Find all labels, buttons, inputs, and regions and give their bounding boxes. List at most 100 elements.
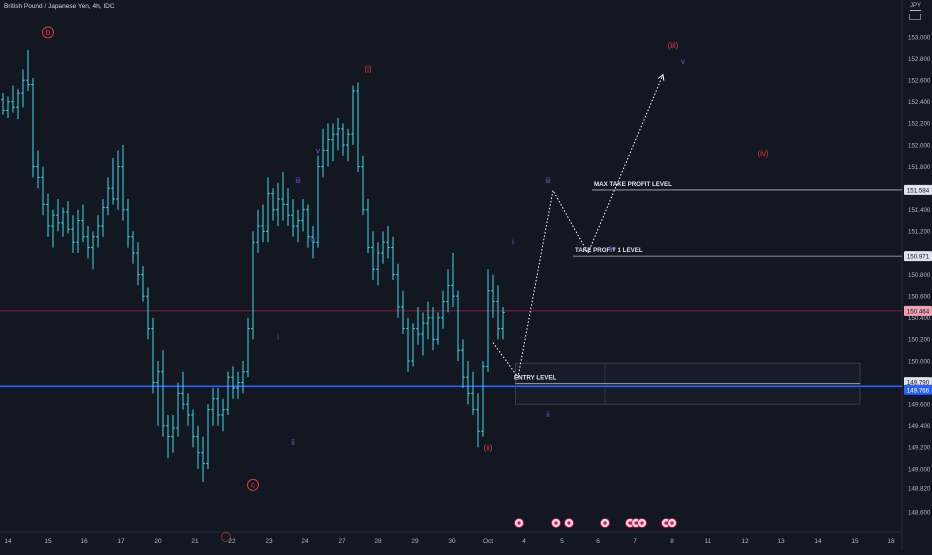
ohlc-bar	[436, 312, 440, 345]
event-marker-dot	[670, 521, 674, 525]
ohlc-bar	[336, 118, 340, 151]
ohlc-bar	[276, 182, 280, 226]
ohlc-bar	[366, 199, 370, 253]
time-tick-label: 16	[80, 538, 88, 545]
ohlc-bar	[381, 231, 385, 264]
ohlc-bar	[386, 226, 390, 259]
time-tick-label: 15	[851, 538, 859, 545]
time-tick-label: 12	[741, 538, 749, 545]
price-tick-label: 151.400	[908, 207, 931, 214]
ohlc-bar	[161, 350, 165, 437]
price-tick-label: 150.000	[908, 358, 931, 365]
event-marker-icon	[551, 518, 561, 528]
ohlc-bar	[441, 290, 445, 329]
max-take-profit-label: MAX TAKE PROFIT LEVEL	[594, 181, 672, 188]
ohlc-bar	[46, 193, 50, 237]
event-marker-dot	[517, 521, 521, 525]
ohlc-bar	[221, 398, 225, 432]
time-tick-label: 27	[338, 538, 346, 545]
ohlc-bar	[41, 166, 45, 216]
event-marker-dot	[640, 521, 644, 525]
price-label-box	[904, 184, 932, 195]
ohlc-bar	[151, 317, 155, 394]
ohlc-bar	[126, 199, 130, 248]
ohlc-bar	[486, 269, 490, 372]
ohlc-bar	[466, 361, 470, 405]
wave-label: (ii)	[484, 444, 493, 453]
ohlc-bar	[211, 388, 215, 426]
currency-label[interactable]: JPY	[910, 3, 922, 11]
ohlc-bar	[241, 361, 245, 394]
price-tick-label: 150.600	[908, 294, 931, 301]
price-tick-label: 148.820	[908, 486, 931, 493]
price-tick-label: 151.200	[908, 229, 931, 236]
time-tick-label: 15	[44, 538, 52, 545]
price-label: 149.790	[907, 380, 930, 387]
ohlc-bar	[101, 199, 105, 237]
event-marker-dot	[554, 521, 558, 525]
ohlc-bar	[76, 209, 80, 253]
ohlc-bar	[481, 361, 485, 437]
ohlc-bar	[346, 128, 350, 162]
price-label-box	[904, 377, 932, 388]
ohlc-bar	[286, 188, 290, 226]
time-tick-label: 6	[596, 538, 600, 545]
ohlc-bar	[356, 82, 360, 172]
wave-label: c	[251, 480, 255, 489]
price-tick-label: 152.800	[908, 56, 931, 63]
event-marker-icon	[600, 518, 610, 528]
ohlc-bar	[26, 49, 30, 91]
wave-label-circle	[247, 478, 259, 491]
ohlc-bar	[411, 323, 415, 367]
ohlc-bar	[81, 204, 85, 243]
ohlc-bar	[16, 88, 20, 120]
event-marker-icon	[637, 518, 647, 528]
ohlc-bar	[371, 231, 375, 280]
wave-label: iv	[610, 245, 616, 254]
price-label: 150.971	[907, 254, 930, 261]
event-marker-dot	[664, 521, 668, 525]
ohlc-bar	[271, 188, 275, 221]
ohlc-bar	[181, 371, 185, 410]
time-tick-label: 21	[191, 538, 199, 545]
ohlc-bar	[231, 366, 235, 399]
ohlc-bar	[71, 215, 75, 253]
price-label-box	[904, 305, 932, 316]
ohlc-bar	[176, 382, 180, 437]
price-tick-label: 149.600	[908, 402, 931, 409]
wave-label: (iii)	[668, 41, 679, 50]
time-tick-label: 29	[411, 538, 419, 545]
fullscreen-icon[interactable]	[909, 14, 921, 20]
time-tick-label: 22	[228, 538, 236, 545]
price-tick-label: 153.000	[908, 34, 931, 41]
ohlc-bar	[191, 409, 195, 448]
event-marker-dot	[634, 521, 638, 525]
price-tick-label: 150.400	[908, 315, 931, 322]
ohlc-bar	[421, 312, 425, 356]
price-label-box	[904, 384, 932, 395]
time-tick-label: 5	[560, 538, 564, 545]
symbol-title[interactable]: British Pound / Japanese Yen, 4h, IDC	[4, 3, 115, 10]
wave-label: iii	[545, 176, 551, 185]
time-tick-label: 8	[670, 538, 674, 545]
ohlc-bar	[136, 242, 140, 286]
ohlc-bar	[131, 231, 135, 264]
time-tick-label: 30	[448, 538, 456, 545]
ohlc-bar	[376, 242, 380, 286]
ohlc-bar	[261, 204, 265, 243]
ohlc-bar	[361, 155, 365, 216]
price-tick-label: 150.800	[908, 272, 931, 279]
ohlc-bar	[431, 307, 435, 351]
ohlc-bar	[226, 371, 230, 415]
time-tick-label: 23	[265, 538, 273, 545]
event-marker-icon	[564, 518, 574, 528]
take-profit-1-label: TAKE PROFIT 1 LEVEL	[575, 247, 643, 254]
ohlc-bar	[216, 388, 220, 426]
time-tick-label: 17	[117, 538, 125, 545]
ohlc-bar	[266, 177, 270, 243]
ohlc-bar	[6, 96, 10, 118]
wave-label: v	[316, 147, 320, 156]
ohlc-bar	[31, 78, 35, 178]
